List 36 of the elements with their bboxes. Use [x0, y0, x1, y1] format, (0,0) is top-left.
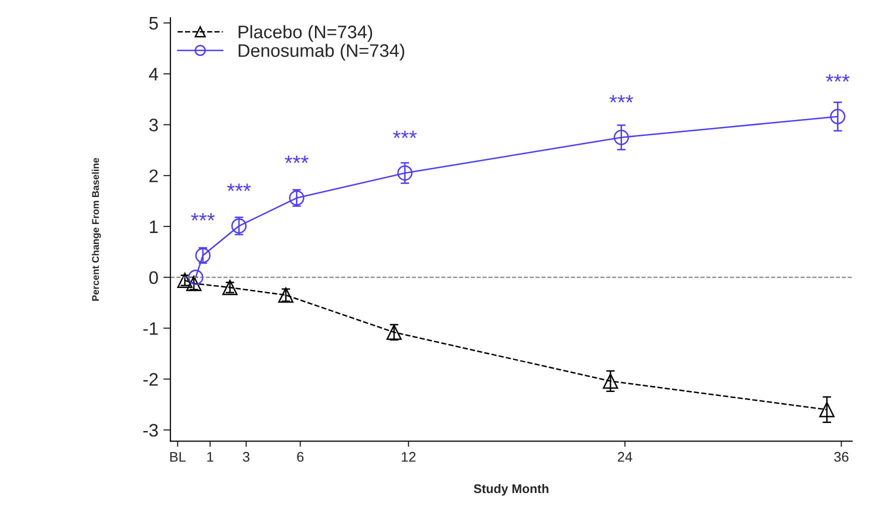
point — [386, 324, 402, 340]
y-tick-label: -3 — [143, 424, 158, 437]
point — [289, 190, 304, 206]
annotation: *** — [826, 74, 850, 82]
y-tick-label: 2 — [149, 170, 158, 182]
annotation: *** — [284, 156, 309, 163]
legend-label: Denosumab (N=734) — [238, 44, 404, 61]
y-tick-label: 0 — [149, 271, 158, 284]
annotation: *** — [609, 95, 634, 102]
legend-label: Placebo (N=734) — [238, 25, 372, 42]
annotation: *** — [191, 213, 215, 220]
point — [231, 218, 247, 234]
x-tick-label: 36 — [834, 452, 848, 462]
point — [222, 280, 238, 296]
point — [397, 165, 413, 181]
y-tick-label: 5 — [149, 17, 158, 30]
point — [819, 402, 835, 418]
y-axis-title: Percent Change From Baseline — [92, 158, 101, 301]
annotation: *** — [227, 184, 251, 191]
point — [614, 130, 629, 146]
y-tick-label: -1 — [143, 322, 158, 335]
x-tick-label: 6 — [297, 452, 304, 462]
x-tick-label: 24 — [618, 452, 632, 462]
point — [195, 248, 211, 264]
x-axis-title: Study Month — [474, 484, 548, 496]
x-tick-label: 1 — [207, 452, 214, 462]
y-tick-label: -2 — [143, 373, 158, 386]
annotation: *** — [393, 130, 417, 138]
y-tick-label: 3 — [149, 118, 158, 132]
y-tick-label: 4 — [149, 68, 158, 80]
x-tick-label: 3 — [242, 452, 250, 462]
x-tick-label: 12 — [402, 452, 416, 462]
x-tick-label: BL — [170, 452, 186, 462]
point — [830, 108, 846, 124]
y-tick-label: 1 — [150, 220, 158, 233]
point — [602, 373, 618, 389]
